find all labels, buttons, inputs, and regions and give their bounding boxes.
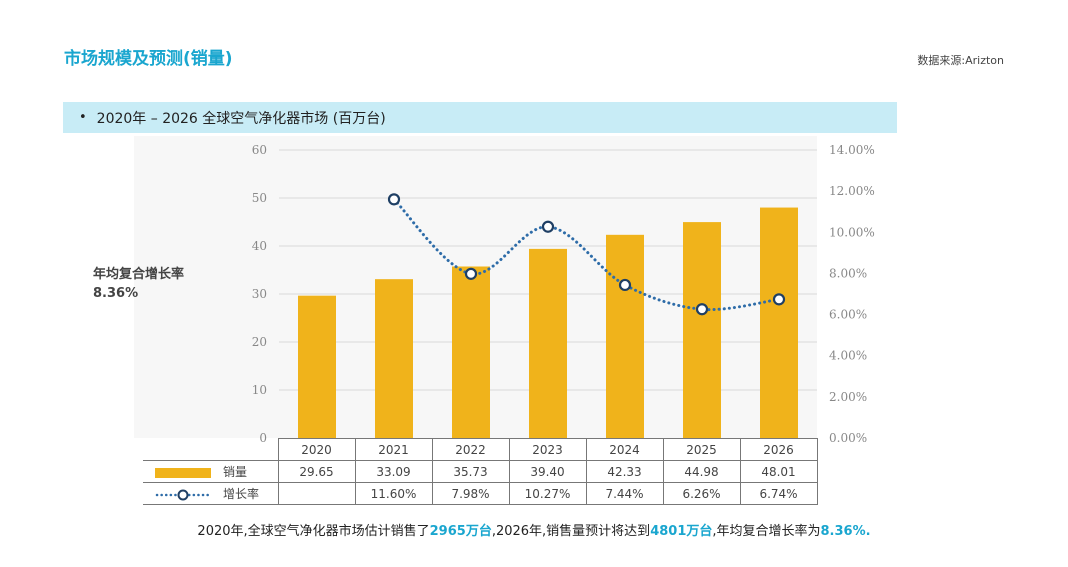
growth-marker bbox=[772, 293, 786, 306]
bar bbox=[606, 234, 644, 438]
sales-value-cell: 42.33 bbox=[585, 460, 664, 483]
sales-value-cell: 48.01 bbox=[739, 460, 818, 483]
growth-marker bbox=[464, 267, 478, 280]
chart-subtitle-bar: • 2020年 – 2026 全球空气净化器市场 (百万台) bbox=[63, 102, 897, 133]
year-cell: 2025 bbox=[662, 438, 741, 461]
y-left-tick-label: 30 bbox=[252, 287, 267, 301]
summary-text: 2020年,全球空气净化器市场估计销售了2965万台,2026年,销售量预计将达… bbox=[0, 520, 1068, 539]
summary-part: ,2026年,销售量预计将达到 bbox=[491, 524, 651, 539]
legend-growth: 增长率 bbox=[143, 482, 279, 505]
bar bbox=[760, 207, 798, 438]
year-cell: 2021 bbox=[354, 438, 433, 461]
y-left-tick-label: 60 bbox=[252, 143, 267, 157]
sales-value-cell: 39.40 bbox=[508, 460, 587, 483]
y-left-tick-label: 50 bbox=[252, 191, 267, 205]
year-cell: 2022 bbox=[431, 438, 510, 461]
table-row-sales: 销量 29.65 33.09 35.73 39.40 42.33 44.98 4… bbox=[143, 460, 818, 483]
table-corner bbox=[143, 438, 278, 461]
y-left-tick-label: 10 bbox=[252, 383, 267, 397]
y-right-tick-label: 14.00% bbox=[829, 143, 875, 157]
growth-line bbox=[392, 197, 781, 312]
bar bbox=[683, 222, 721, 438]
year-cell: 2020 bbox=[277, 438, 356, 461]
y-left-tick-label: 0 bbox=[259, 431, 267, 445]
legend-line-marker-icon bbox=[155, 489, 211, 500]
data-table: 2020 2021 2022 2023 2024 2025 2026 销量 29… bbox=[143, 438, 818, 505]
legend-sales: 销量 bbox=[143, 460, 279, 483]
chart-subtitle: 2020年 – 2026 全球空气净化器市场 (百万台) bbox=[96, 110, 386, 127]
summary-highlight: 2965万台 bbox=[429, 524, 492, 539]
growth-value-cell: 10.27% bbox=[508, 482, 587, 505]
summary-part: ,年均复合增长率为 bbox=[712, 524, 821, 539]
y-right-tick-label: 2.00% bbox=[829, 390, 867, 404]
summary-highlight: 4801万台 bbox=[650, 524, 713, 539]
growth-value-cell: 6.74% bbox=[739, 482, 818, 505]
cagr-label: 年均复合增长率 bbox=[93, 267, 185, 282]
growth-marker bbox=[387, 193, 401, 206]
y-left-tick-label: 20 bbox=[252, 335, 267, 349]
y-right-tick-label: 12.00% bbox=[829, 184, 875, 198]
table-row-years: 2020 2021 2022 2023 2024 2025 2026 bbox=[143, 438, 818, 461]
growth-marker bbox=[618, 278, 632, 292]
year-cell: 2023 bbox=[508, 438, 587, 461]
y-left-tick-label: 40 bbox=[252, 239, 267, 253]
growth-value-cell: 7.44% bbox=[585, 482, 664, 505]
growth-value-cell: 7.98% bbox=[431, 482, 510, 505]
year-cell: 2024 bbox=[585, 438, 664, 461]
table-row-growth: 增长率 11.60% 7.98% 10.27% 7.44% 6.26% 6.74… bbox=[143, 482, 818, 505]
bullet-icon: • bbox=[79, 110, 87, 125]
sales-value-cell: 29.65 bbox=[277, 460, 356, 483]
cagr-value: 8.36% bbox=[93, 286, 139, 301]
growth-value-cell: 11.60% bbox=[354, 482, 433, 505]
growth-marker bbox=[541, 220, 555, 233]
y-right-tick-label: 8.00% bbox=[829, 266, 867, 280]
data-source: 数据来源:Arizton bbox=[917, 54, 1004, 67]
sales-value-cell: 33.09 bbox=[354, 460, 433, 483]
bar bbox=[375, 279, 413, 438]
sales-value-cell: 44.98 bbox=[662, 460, 741, 483]
sales-value-cell: 35.73 bbox=[431, 460, 510, 483]
year-cell: 2026 bbox=[739, 438, 818, 461]
page-title: 市场规模及预测(销量) bbox=[64, 49, 233, 69]
bar bbox=[298, 295, 336, 438]
legend-sales-label: 销量 bbox=[223, 465, 248, 479]
y-right-tick-label: 10.00% bbox=[829, 225, 875, 239]
growth-value-cell: 6.26% bbox=[662, 482, 741, 505]
y-right-tick-label: 6.00% bbox=[829, 308, 867, 322]
summary-highlight: 8.36%. bbox=[820, 524, 871, 539]
growth-marker bbox=[695, 303, 709, 316]
legend-growth-label: 增长率 bbox=[223, 487, 260, 501]
growth-value-cell bbox=[277, 482, 356, 505]
summary-part: 2020年,全球空气净化器市场估计销售了 bbox=[197, 524, 430, 539]
bar bbox=[452, 266, 490, 438]
bar bbox=[529, 248, 567, 438]
y-right-tick-label: 0.00% bbox=[829, 431, 867, 445]
y-right-tick-label: 4.00% bbox=[829, 349, 867, 363]
legend-bar-swatch-icon bbox=[155, 467, 211, 478]
